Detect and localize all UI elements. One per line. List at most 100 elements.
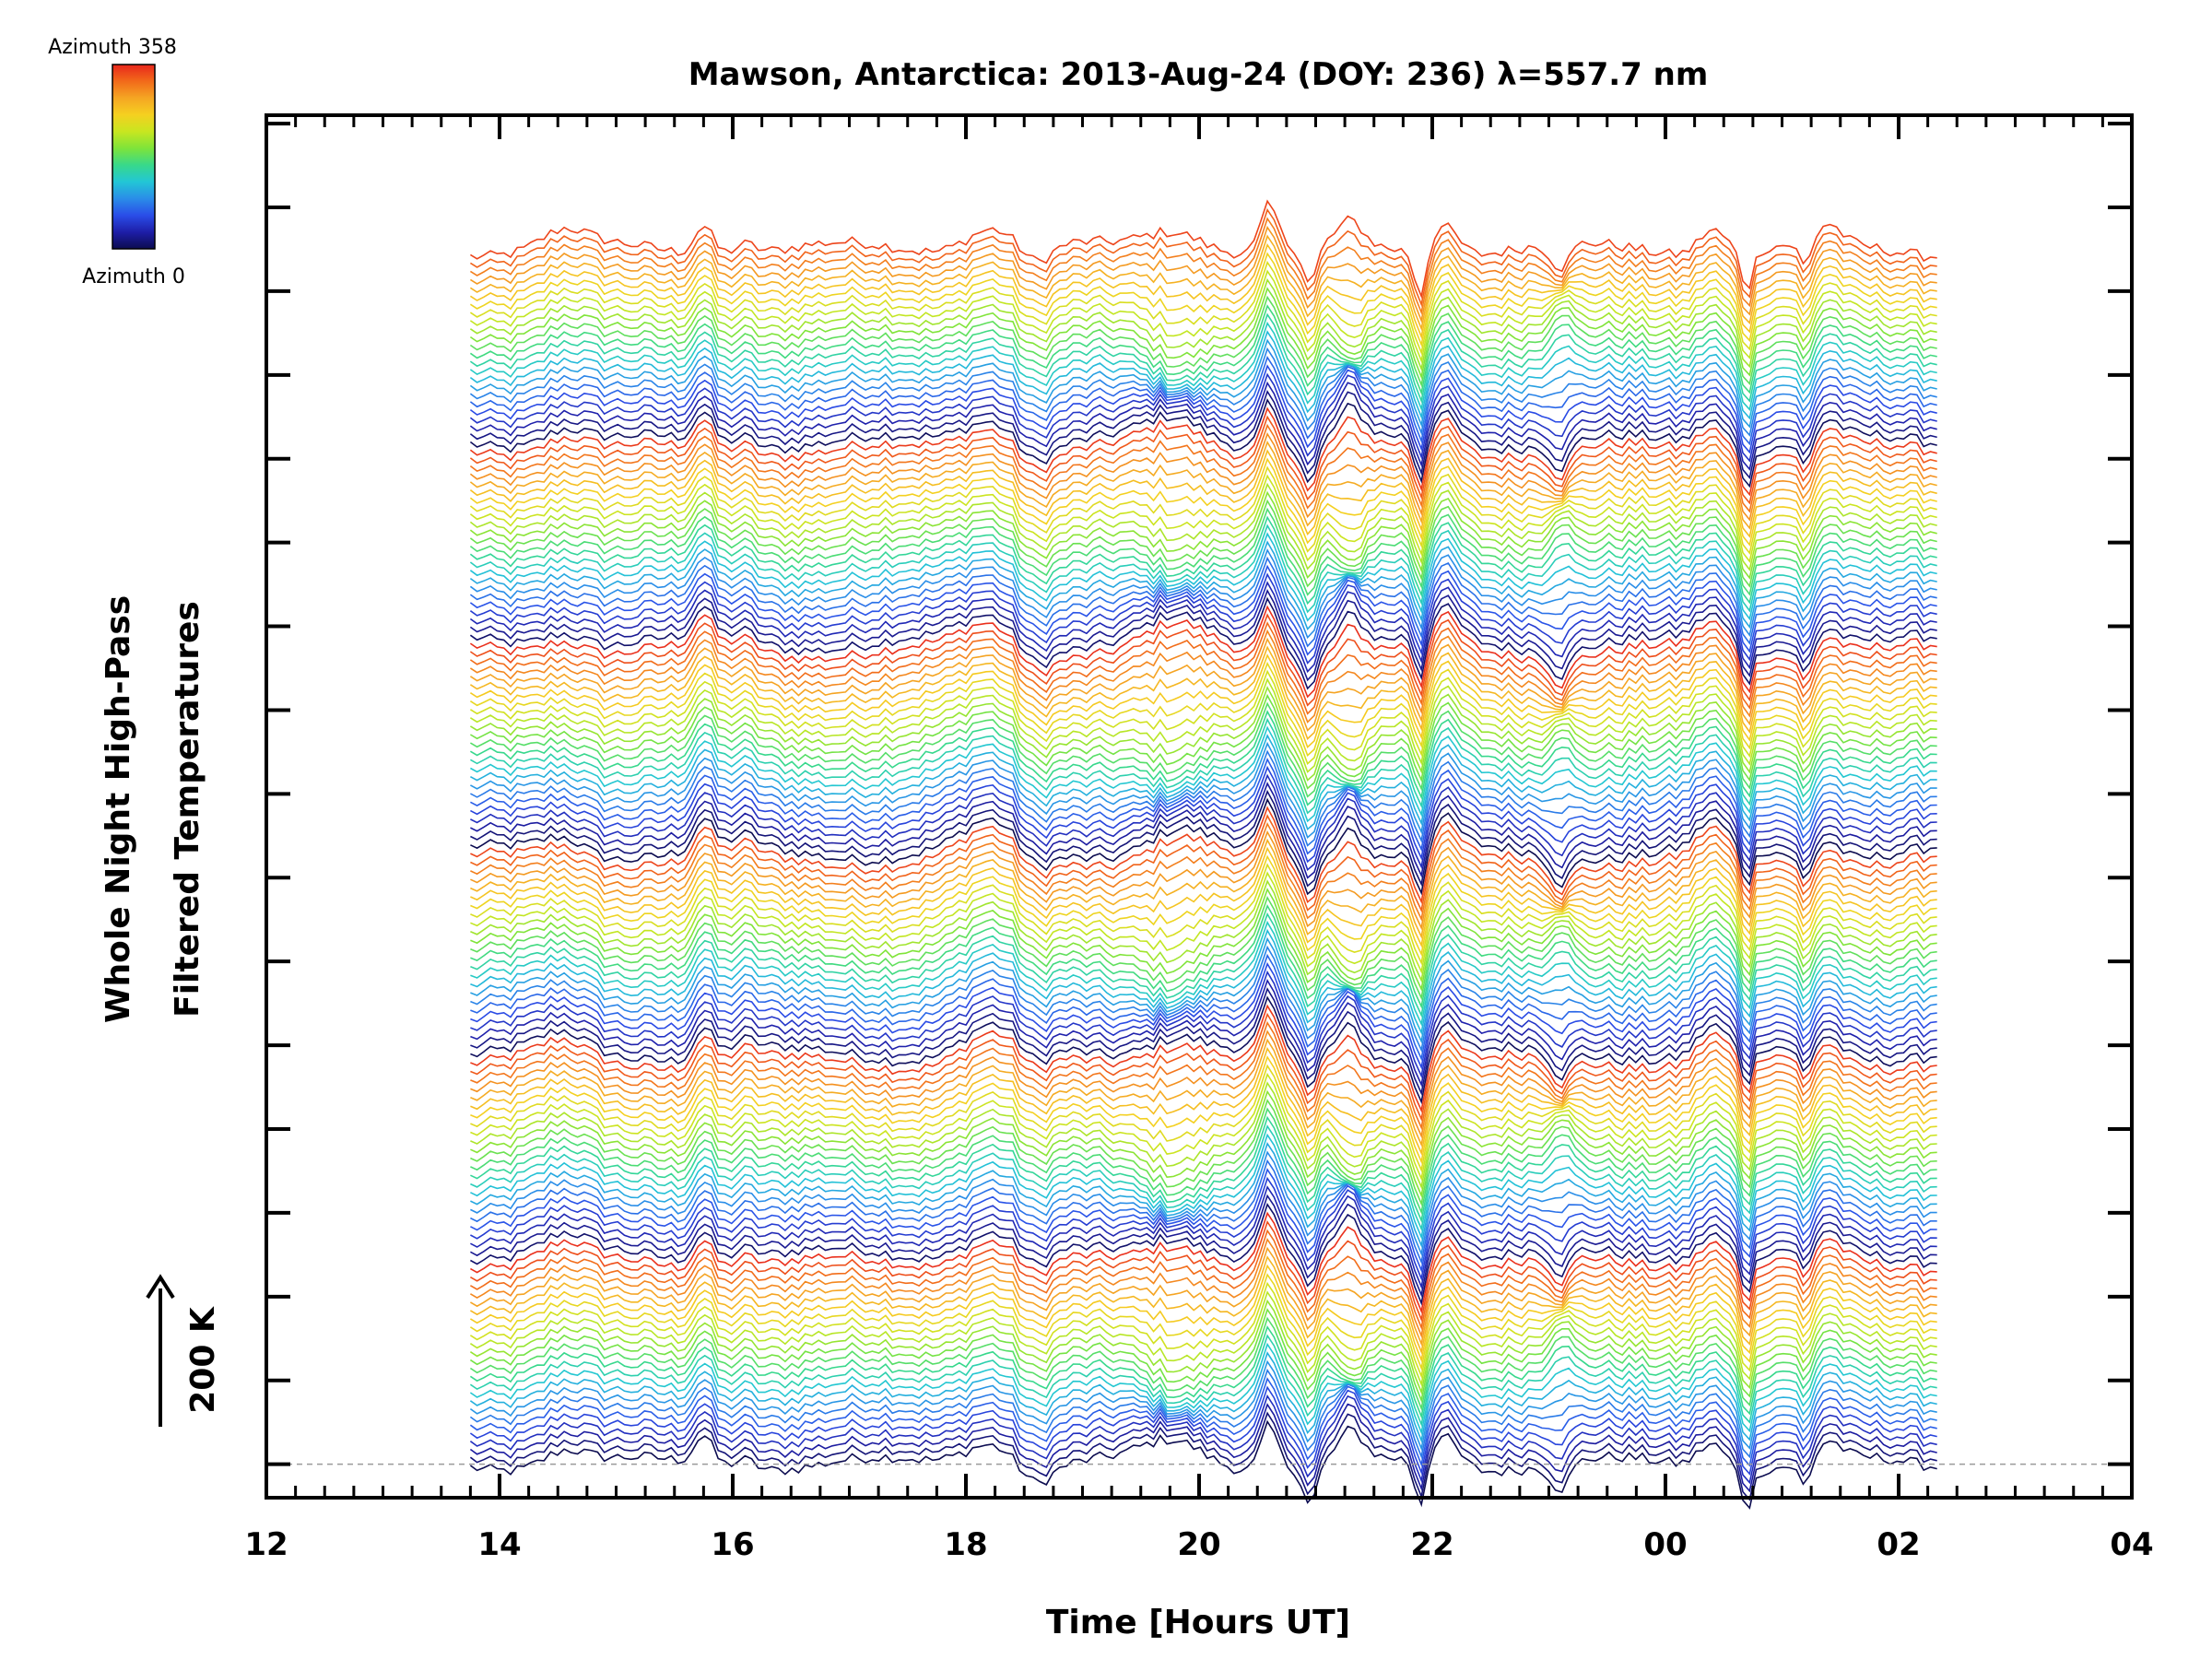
trace-line	[470, 945, 1937, 1053]
trace-line	[470, 912, 1937, 1018]
trace-line	[470, 765, 1937, 864]
trace-line	[469, 287, 1937, 380]
trace-line	[470, 1219, 1937, 1323]
trace-line	[469, 465, 1937, 555]
trace-line	[469, 207, 1937, 308]
trace-line	[470, 1211, 1937, 1314]
trace-line	[469, 572, 1937, 665]
trace-line	[469, 1299, 1937, 1395]
trace-line	[469, 581, 1937, 674]
trace-line	[470, 895, 1937, 1001]
trace-line	[470, 1046, 1937, 1156]
trace-line	[470, 1055, 1937, 1164]
trace-line	[469, 225, 1937, 324]
x-tick-label: 12	[244, 1526, 288, 1563]
trace-line	[470, 749, 1937, 847]
colorbar-top-label: Azimuth 358	[48, 36, 177, 59]
trace-line	[469, 1419, 1937, 1510]
trace-line	[470, 782, 1937, 879]
y-axis-label-line1: Whole Night High-Pass	[100, 595, 137, 1023]
trace-line	[469, 1359, 1937, 1452]
trace-line	[470, 1141, 1937, 1249]
trace-line	[469, 1290, 1937, 1387]
trace-line	[470, 806, 1937, 904]
trace-line	[469, 304, 1937, 396]
trace-line	[470, 1115, 1937, 1223]
x-tick-label: 00	[1643, 1526, 1687, 1563]
trace-line	[470, 1081, 1937, 1190]
trace-line	[469, 540, 1937, 630]
trace-line	[469, 613, 1937, 707]
trace-line	[469, 1324, 1937, 1419]
trace-line	[470, 846, 1937, 948]
trace-line	[469, 547, 1937, 640]
trace-line	[469, 701, 1937, 798]
trace-line	[470, 953, 1937, 1062]
trace-line	[470, 725, 1937, 823]
y-axis-ticks	[266, 122, 2132, 1466]
trace-line	[469, 524, 1937, 614]
trace-line	[469, 507, 1937, 596]
trace-line	[469, 398, 1937, 488]
trace-line	[469, 556, 1937, 648]
trace-line	[469, 330, 1937, 420]
trace-line	[469, 381, 1937, 471]
trace-line	[469, 217, 1937, 315]
trace-line	[470, 961, 1937, 1070]
trace-line	[470, 1194, 1937, 1298]
trace-line	[470, 1020, 1937, 1131]
trace-line	[470, 1030, 1937, 1139]
trace-line	[469, 1385, 1937, 1476]
trace-line	[470, 1089, 1937, 1198]
trace-line	[469, 269, 1937, 364]
trace-line	[469, 441, 1937, 530]
trace-line	[470, 871, 1937, 974]
trace-line	[470, 717, 1937, 815]
trace-line	[469, 629, 1937, 724]
trace-line	[469, 499, 1937, 588]
trace-line	[470, 838, 1937, 939]
trace-line	[469, 1368, 1937, 1460]
trace-line	[470, 995, 1937, 1105]
trace-line	[469, 564, 1937, 656]
trace-line	[470, 903, 1937, 1009]
trace-line	[469, 482, 1937, 571]
trace-line	[469, 199, 1937, 300]
trace-line	[469, 1308, 1937, 1404]
trace-line	[469, 1264, 1937, 1363]
trace-line	[469, 364, 1937, 454]
trace-line	[469, 1342, 1937, 1436]
trace-line	[469, 621, 1937, 715]
x-tick-label: 22	[1410, 1526, 1453, 1563]
trace-line	[469, 474, 1937, 563]
trace-line	[470, 1064, 1937, 1173]
trace-line	[470, 821, 1937, 922]
trace-line	[469, 260, 1937, 356]
trace-line	[470, 1185, 1937, 1289]
trace-line	[470, 863, 1937, 966]
trace-line	[469, 1394, 1937, 1485]
trace-line	[470, 888, 1937, 992]
trace-line	[470, 741, 1937, 839]
x-axis-tick-labels: 12 14 16 18 20 22 00 02 04	[244, 1526, 2153, 1563]
trace-line	[470, 1124, 1937, 1232]
trace-line	[469, 449, 1937, 538]
trace-line	[469, 1411, 1937, 1501]
x-axis-label: Time [Hours UT]	[1046, 1604, 1350, 1641]
trace-line	[470, 1012, 1937, 1122]
trace-line	[469, 532, 1937, 622]
scale-indicator: 200 K	[146, 1274, 222, 1427]
trace-line	[470, 854, 1937, 957]
trace-line	[470, 936, 1937, 1044]
trace-line	[469, 1403, 1937, 1493]
trace-line	[470, 789, 1937, 888]
trace-line	[469, 1255, 1937, 1355]
trace-line	[470, 734, 1937, 831]
trace-line	[469, 1281, 1937, 1379]
trace-line	[469, 338, 1937, 429]
colorbar-scale	[112, 64, 156, 250]
trace-line	[470, 797, 1937, 896]
colorbar: Azimuth 358 Azimuth 0	[48, 36, 185, 288]
x-tick-label: 04	[2110, 1526, 2153, 1563]
